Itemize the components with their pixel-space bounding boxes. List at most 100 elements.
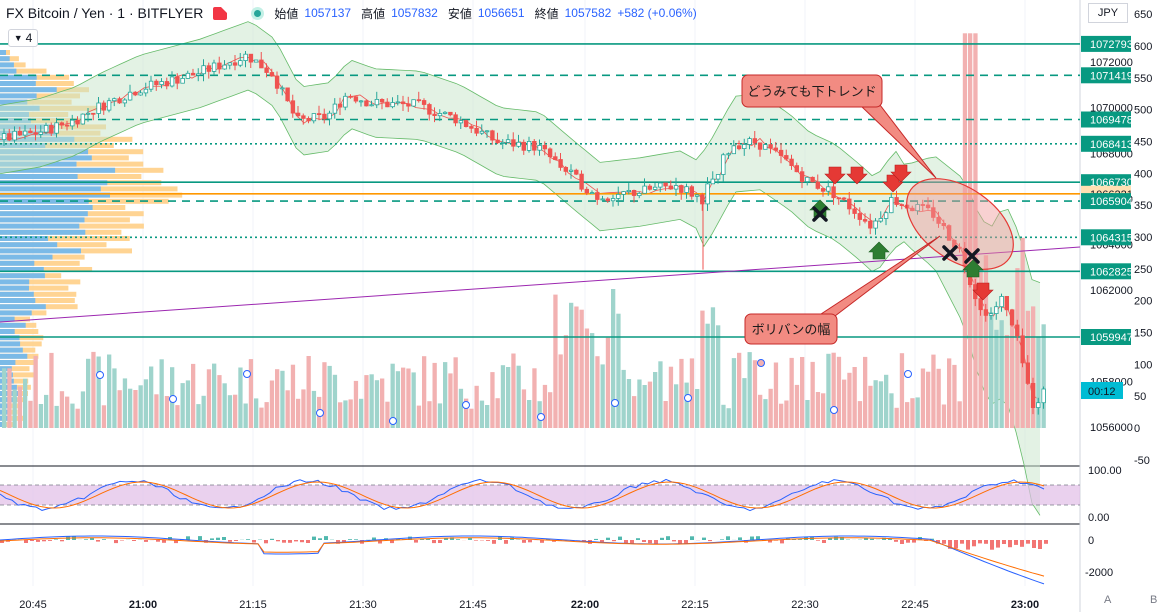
macd-pane[interactable]: 0 -2000 (0, 535, 1113, 585)
candle-body (427, 104, 432, 115)
candle-body (148, 80, 154, 90)
open-value: 1057137 (304, 6, 352, 20)
highlight-ellipse[interactable] (890, 160, 1030, 288)
level-tag-text: 1068413 (1090, 139, 1133, 151)
callout-bottom[interactable]: ボリバンの幅 (744, 235, 941, 345)
volume-bar (485, 405, 490, 428)
volume-marker (316, 409, 324, 417)
macd-histogram-bar (870, 538, 874, 540)
candle-body (558, 159, 563, 168)
candle-body (610, 198, 616, 202)
volume-bar (86, 358, 91, 428)
volume-bar (112, 368, 117, 428)
candle-body (820, 188, 826, 192)
macd-histogram-bar (648, 540, 652, 544)
vp-row (0, 267, 93, 272)
candle-body (101, 102, 106, 111)
candle-body (232, 62, 238, 66)
volume-bar (773, 362, 779, 428)
volume-bar (579, 309, 584, 428)
macd-histogram-bar (942, 540, 946, 544)
candle-body (437, 113, 443, 117)
volume-bar (836, 356, 842, 428)
volume-tick: 550 (1134, 73, 1152, 85)
volume-bar (243, 403, 248, 428)
candle-body (133, 91, 138, 96)
macd-histogram-bar (312, 536, 316, 540)
candle-body (500, 141, 506, 144)
candle-body (757, 142, 763, 150)
volume-bar (154, 394, 159, 428)
candle-body (290, 100, 296, 114)
candle-body (54, 122, 59, 134)
volume-bar (290, 364, 296, 428)
candle-body (416, 99, 422, 102)
candle-body (12, 130, 17, 141)
candle-body (80, 113, 85, 125)
candle-body (889, 197, 894, 214)
macd-histogram-bar (96, 540, 100, 542)
volume-bar (621, 369, 626, 428)
countdown-text: 00:12 (1088, 386, 1116, 398)
volume-bar (847, 372, 852, 428)
macd-histogram-bar (354, 539, 358, 540)
volume-bar (500, 365, 506, 428)
macd-histogram-bar (162, 540, 166, 543)
sell-arrow-icon (890, 164, 912, 183)
macd-histogram-bar (270, 538, 274, 540)
volume-bar (878, 381, 884, 428)
candle-body (752, 138, 757, 144)
symbol-title[interactable]: FX Bitcoin / Yen · 1 · BITFLYER (6, 5, 204, 21)
macd-histogram-bar (282, 540, 286, 543)
candle-body (180, 78, 185, 84)
candle-body (217, 62, 222, 70)
candle-body (631, 189, 637, 196)
candle-body (64, 124, 70, 127)
volume-bar (826, 353, 831, 428)
candle-body (700, 194, 705, 205)
volume-bar (201, 395, 206, 428)
log-scale-button[interactable]: B (1150, 594, 1158, 606)
candle-body (663, 182, 668, 187)
volume-bar (33, 355, 38, 428)
volume-bar (794, 384, 800, 428)
candle-body (206, 65, 212, 72)
macd-histogram-bar (606, 537, 610, 540)
candle-body (815, 181, 820, 189)
volume-bar (233, 394, 238, 428)
alert-icon[interactable] (213, 6, 228, 20)
candle-body (306, 118, 311, 122)
currency-button[interactable]: JPY (1088, 3, 1128, 23)
volume-bar (59, 391, 65, 428)
candle-body (91, 112, 96, 115)
candle-body (70, 119, 75, 127)
volume-bar (117, 390, 122, 428)
vp-row-up (0, 93, 37, 99)
volume-bar (427, 401, 432, 428)
volume-bar (805, 400, 810, 428)
trendline[interactable] (0, 246, 1081, 323)
volume-bar (679, 358, 684, 428)
volume-bar (479, 400, 485, 428)
volume-tick: 500 (1134, 105, 1152, 117)
callout-top[interactable]: どうみても下トレンド (741, 74, 937, 179)
time-tick: 22:00 (571, 599, 599, 611)
auto-scale-button[interactable]: A (1104, 594, 1112, 606)
volume-bar (542, 384, 548, 428)
candle-body (805, 176, 810, 183)
candle-body (448, 111, 453, 116)
candle-body (411, 99, 416, 107)
volume-bar (23, 378, 28, 428)
volume-bar (374, 380, 380, 428)
macd-histogram-bar (672, 540, 676, 542)
price-tick: 1056000 (1090, 422, 1133, 434)
indicators-collapse-button[interactable]: ▼ 4 (8, 29, 38, 47)
volume-bar (931, 354, 936, 428)
stoch-rsi-pane[interactable]: 100.00 0.00 (0, 465, 1122, 524)
candle-body (626, 189, 631, 192)
volume-bar (941, 404, 947, 428)
volume-bar (327, 365, 332, 428)
volume-bar (857, 401, 863, 428)
candle-body (679, 185, 684, 193)
